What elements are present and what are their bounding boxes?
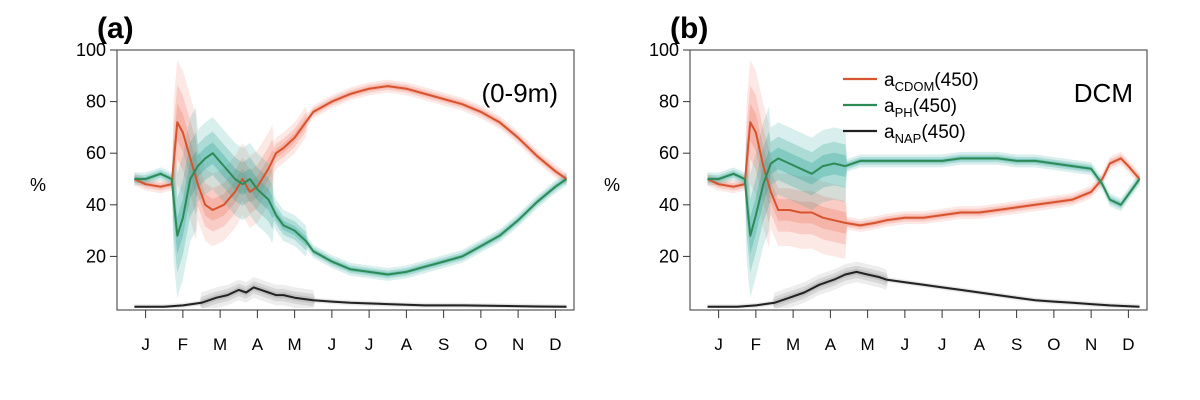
y-tick-label: 80 <box>659 92 679 112</box>
uncertainty-band-ph <box>707 106 1140 298</box>
x-tick-label: M <box>213 335 227 354</box>
panel-a: 20 40 60 80 100% J F M A M J J A S O N D (a) (0-9m) <box>30 12 575 354</box>
series-line-ph <box>134 152 568 276</box>
y-tick-label: 20 <box>659 246 679 266</box>
x-tick-label: D <box>549 335 561 354</box>
x-tick-label: M <box>288 335 302 354</box>
y-tick-label: 20 <box>86 246 106 266</box>
y-axis-label: % <box>604 175 620 195</box>
x-tick-label: J <box>714 335 723 354</box>
y-tick-label: 100 <box>649 40 679 60</box>
x-tick-label: S <box>1011 335 1022 354</box>
x-tick-label: N <box>1085 335 1097 354</box>
x-tick-label: F <box>751 335 761 354</box>
series-line-cdom <box>133 85 568 211</box>
series-line-ph <box>707 157 1141 237</box>
y-tick-label: 40 <box>659 195 679 215</box>
x-tick-label: A <box>974 335 986 354</box>
legend-entry-ph: aPH(450) <box>884 96 957 120</box>
series-line-nap <box>707 270 1140 308</box>
y-tick-label: 60 <box>86 143 106 163</box>
uncertainty-band-cdom <box>134 60 567 247</box>
x-tick-label: O <box>1047 335 1060 354</box>
legend-entry-cdom: aCDOM(450) <box>884 70 979 94</box>
panel-annotation: DCM <box>1074 78 1133 108</box>
y-tick-label: 80 <box>86 92 106 112</box>
y-axis-label: % <box>30 175 46 195</box>
x-tick-label: S <box>438 335 449 354</box>
plot-frame <box>116 49 575 311</box>
series-line-nap <box>134 286 567 308</box>
y-tick-label: 40 <box>86 195 106 215</box>
x-tick-label: J <box>938 335 947 354</box>
x-tick-label: J <box>365 335 374 354</box>
y-tick-label: 60 <box>659 143 679 163</box>
legend-entry-nap: aNAP(450) <box>884 122 966 146</box>
x-tick-label: M <box>861 335 875 354</box>
x-tick-label: O <box>474 335 487 354</box>
y-tick-label: 100 <box>76 40 106 60</box>
panel-label: (a) <box>97 12 134 45</box>
x-tick-label: A <box>401 335 413 354</box>
x-tick-label: A <box>825 335 837 354</box>
x-tick-label: M <box>786 335 800 354</box>
legend: aCDOM(450)aPH(450)aNAP(450) <box>843 70 979 146</box>
x-tick-label: N <box>512 335 524 354</box>
x-tick-label: J <box>141 335 150 354</box>
panel-label: (b) <box>670 12 708 45</box>
uncertainty-band-ph <box>134 107 567 298</box>
plot-frame <box>689 49 1148 311</box>
panel-annotation: (0-9m) <box>481 78 558 108</box>
series-line-cdom <box>707 121 1141 227</box>
panel-b: 20 40 60 80 100% J F M A M J J A S O N D (b) DCM aCDOM(450)… <box>604 12 1148 354</box>
x-tick-label: J <box>901 335 910 354</box>
x-tick-label: J <box>328 335 337 354</box>
x-tick-label: F <box>178 335 188 354</box>
uncertainty-band-nap <box>134 277 567 308</box>
x-tick-label: D <box>1122 335 1134 354</box>
x-tick-label: A <box>252 335 264 354</box>
